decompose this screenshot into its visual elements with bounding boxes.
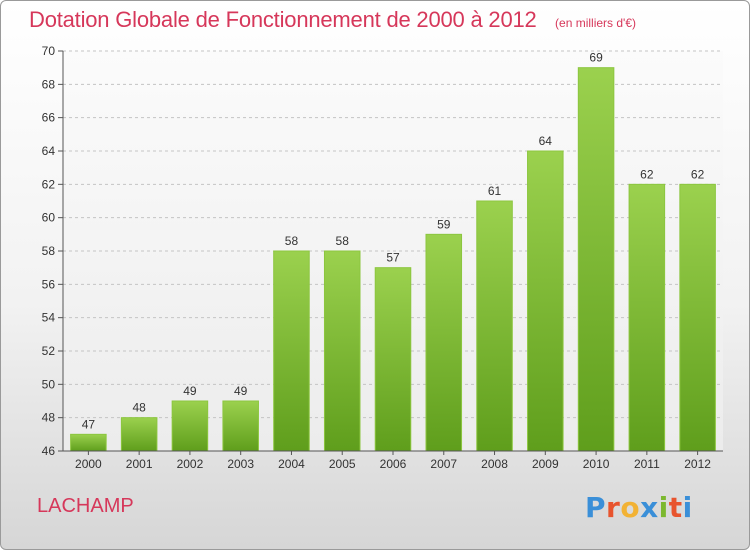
proxiti-logo: Proxiti <box>585 491 693 524</box>
bar-2012 <box>679 183 716 452</box>
y-tick-label: 54 <box>42 311 56 325</box>
bar-2004 <box>273 250 310 452</box>
y-tick-label: 62 <box>42 177 56 191</box>
value-label: 49 <box>183 384 197 398</box>
logo-letter: x <box>640 491 659 524</box>
bar-2001 <box>120 417 158 452</box>
logo-letter: r <box>606 491 621 524</box>
bar-2011 <box>628 183 666 452</box>
value-label: 61 <box>488 184 502 198</box>
x-tick-label: 2012 <box>684 457 711 471</box>
bar-2000 <box>70 433 107 452</box>
x-tick-label: 2003 <box>227 457 254 471</box>
value-label: 69 <box>589 51 603 65</box>
value-label: 58 <box>285 234 299 248</box>
bar-2010 <box>577 67 615 452</box>
bar-2002 <box>171 400 209 452</box>
value-label: 57 <box>386 251 400 265</box>
y-tick-label: 60 <box>42 211 56 225</box>
value-label: 62 <box>640 167 654 181</box>
y-tick-label: 46 <box>42 444 56 458</box>
value-label: 64 <box>539 134 553 148</box>
value-label: 59 <box>437 217 451 231</box>
y-tick-label: 70 <box>42 44 56 58</box>
value-label: 58 <box>336 234 350 248</box>
logo-letter: t <box>668 491 683 524</box>
logo-letter: i <box>658 491 669 524</box>
x-tick-label: 2009 <box>532 457 559 471</box>
x-tick-label: 2010 <box>583 457 610 471</box>
y-tick-label: 56 <box>42 277 56 291</box>
x-tick-label: 2011 <box>634 457 660 471</box>
bar-2007 <box>425 233 463 452</box>
x-tick-label: 2005 <box>329 457 356 471</box>
x-tick-label: 2004 <box>278 457 305 471</box>
y-tick-label: 58 <box>42 244 56 258</box>
value-label: 47 <box>82 417 96 431</box>
logo-letter: i <box>682 491 693 524</box>
y-tick-label: 64 <box>42 144 56 158</box>
x-tick-label: 2006 <box>380 457 407 471</box>
x-tick-label: 2008 <box>481 457 508 471</box>
y-tick-label: 48 <box>42 411 56 425</box>
bar-2003 <box>222 400 259 452</box>
value-label: 62 <box>691 167 705 181</box>
y-tick-label: 50 <box>42 377 56 391</box>
x-tick-label: 2000 <box>75 457 102 471</box>
x-tick-label: 2002 <box>177 457 204 471</box>
logo-letter: P <box>585 491 607 524</box>
value-label: 49 <box>234 384 248 398</box>
bar-2009 <box>527 150 564 452</box>
y-tick-label: 66 <box>42 111 56 125</box>
x-tick-label: 2001 <box>126 457 153 471</box>
logo-letter: o <box>620 491 641 524</box>
y-tick-label: 68 <box>42 77 56 91</box>
bar-2005 <box>323 250 361 452</box>
commune-name: LACHAMP <box>37 495 134 517</box>
value-label: 48 <box>132 401 146 415</box>
chart-title: Dotation Globale de Fonctionnement de 20… <box>29 7 537 32</box>
title-row: Dotation Globale de Fonctionnement de 20… <box>29 7 636 33</box>
x-tick-label: 2007 <box>430 457 457 471</box>
chart-unit: (en milliers d'€) <box>555 16 637 30</box>
bar-2008 <box>476 200 513 452</box>
y-tick-label: 52 <box>42 344 56 358</box>
bar-2006 <box>374 267 412 452</box>
